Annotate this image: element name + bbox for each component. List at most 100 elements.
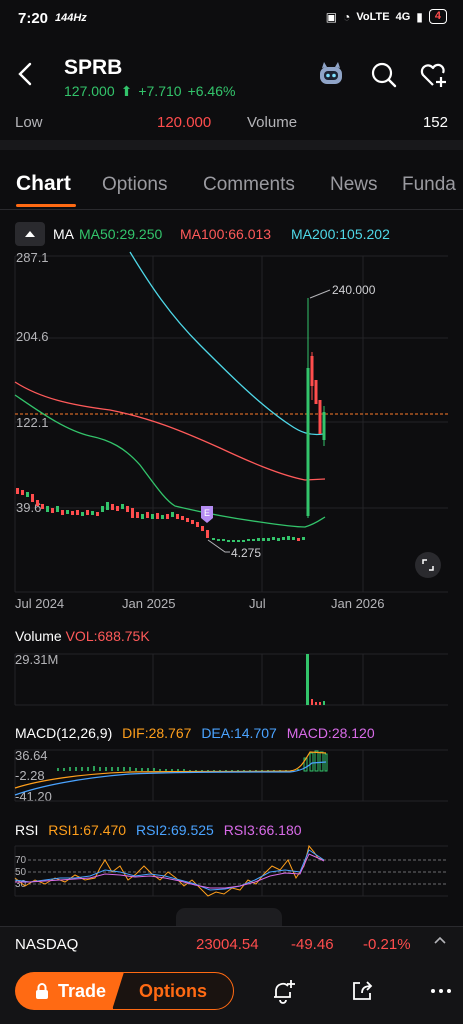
- candle: [181, 516, 184, 520]
- heart-plus-icon[interactable]: [418, 60, 448, 90]
- price-axis-label: 287.1: [16, 250, 49, 265]
- candle: [121, 504, 124, 509]
- volume-label: Volume: [247, 114, 298, 131]
- more-icon[interactable]: [428, 978, 454, 1004]
- candle: [267, 538, 270, 541]
- price-axis-label: 39.6: [16, 500, 41, 515]
- candle: [302, 537, 305, 540]
- candle: [106, 502, 109, 510]
- quote-line: 127.000 ⬆ +7.710 +6.46%: [64, 83, 235, 100]
- rsi3-line: [15, 853, 325, 889]
- candle: [272, 537, 275, 540]
- rsi-level-label: 50: [15, 867, 27, 878]
- tab-options[interactable]: Options: [102, 174, 168, 195]
- tab-comments[interactable]: Comments: [203, 174, 295, 195]
- candle: [212, 538, 215, 540]
- section-divider: [0, 140, 463, 150]
- candle: [31, 494, 34, 502]
- candle: [151, 514, 154, 519]
- macd-dea: DEA:14.707: [201, 725, 277, 741]
- tab-bar: Chart Options Comments News Funda: [0, 162, 463, 210]
- time-axis-label: Jul: [249, 596, 266, 611]
- ticker-symbol: SPRB: [64, 56, 123, 79]
- macd-chart[interactable]: [0, 745, 463, 805]
- caret-up-icon[interactable]: [433, 933, 447, 947]
- tab-fundamentals[interactable]: Funda: [402, 174, 456, 195]
- bottom-action-bar: Trade Options: [0, 962, 463, 1024]
- tab-chart[interactable]: Chart: [16, 172, 71, 195]
- volume-axis-label: 29.31M: [15, 652, 59, 667]
- macd-title: MACD(12,26,9): [15, 725, 113, 741]
- dif-line: [14, 751, 327, 789]
- candle: [16, 488, 19, 494]
- candle: [86, 510, 89, 515]
- candle: [46, 506, 49, 512]
- stats-row: Low 120.000 Volume 152: [0, 104, 463, 140]
- event-marker-text: E: [204, 508, 210, 518]
- rsi-level-label: 30: [15, 879, 27, 890]
- volume-value: 152: [422, 114, 448, 131]
- search-icon[interactable]: [369, 60, 399, 90]
- nfc-icon: ▣: [325, 9, 338, 24]
- fullscreen-icon[interactable]: [415, 552, 441, 578]
- macd-axis-label: -41.20: [15, 789, 52, 804]
- candle: [191, 520, 194, 524]
- high-annotation-leader: [309, 289, 331, 299]
- share-icon[interactable]: [349, 978, 375, 1004]
- event-marker-icon[interactable]: [201, 506, 213, 523]
- time-axis-label: Jan 2026: [331, 596, 385, 611]
- trade-button[interactable]: Trade: [15, 972, 125, 1010]
- tab-news[interactable]: News: [330, 174, 378, 195]
- candle: [232, 540, 235, 542]
- robot-icon[interactable]: [316, 60, 346, 90]
- volume-header[interactable]: Volume VOL:688.75K: [15, 628, 150, 644]
- macd-dif: DIF:28.767: [122, 725, 192, 741]
- candle: [81, 512, 84, 516]
- trade-label: Trade: [57, 980, 107, 1001]
- low-annotation: 4.275: [231, 546, 261, 560]
- options-button[interactable]: Options: [112, 972, 234, 1010]
- ma-collapse-toggle[interactable]: [15, 222, 45, 246]
- candle: [306, 368, 310, 516]
- candle: [21, 490, 24, 495]
- candle: [36, 500, 39, 506]
- candle: [314, 380, 318, 404]
- rsi-chart[interactable]: [0, 842, 463, 902]
- candle: [51, 508, 54, 513]
- candle: [322, 412, 326, 440]
- ma100-value: MA100:66.013: [180, 226, 272, 242]
- candle: [26, 492, 29, 497]
- signal-label: 4G: [395, 10, 411, 23]
- volume-value: VOL:688.75K: [65, 628, 150, 644]
- ma200-line: [129, 251, 324, 436]
- ma-label[interactable]: MA: [53, 226, 74, 242]
- rsi1-value: RSI1:67.470: [48, 822, 127, 838]
- candle: [196, 522, 199, 527]
- candle: [56, 506, 59, 512]
- back-arrow-icon[interactable]: [12, 60, 40, 88]
- candle: [297, 538, 300, 541]
- rsi2-value: RSI2:69.525: [135, 822, 214, 838]
- candle: [247, 539, 250, 541]
- candle: [61, 510, 64, 515]
- rsi3-value: RSI3:66.180: [223, 822, 302, 838]
- macd-header[interactable]: MACD(12,26,9) DIF:28.767 DEA:14.707 MACD…: [15, 725, 375, 741]
- index-ticker-bar[interactable]: NASDAQ 23004.54 -49.46 -0.21%: [0, 926, 463, 962]
- drag-handle[interactable]: [176, 908, 282, 926]
- price-chart[interactable]: 287.1 204.6 122.1 39.6: [0, 248, 463, 593]
- candle: [318, 400, 322, 434]
- candle: [76, 510, 79, 515]
- status-time: 7:20: [18, 10, 49, 27]
- candle: [71, 511, 74, 515]
- rsi-header[interactable]: RSI RSI1:67.470 RSI2:69.525 RSI3:66.180: [15, 822, 302, 838]
- ma-legend: MA MA50:29.250 MA100:66.013 MA200:105.20…: [0, 220, 463, 248]
- bell-plus-icon[interactable]: [270, 978, 296, 1004]
- macd-bar: [314, 750, 319, 772]
- candle: [201, 526, 204, 531]
- volume-chart[interactable]: [0, 648, 463, 708]
- candle: [116, 506, 119, 511]
- status-right: ▣ ◔ VoLTE 4G ▮ 4: [326, 9, 447, 24]
- candle: [126, 506, 129, 512]
- dea-line: [14, 761, 327, 796]
- volume-bar: [315, 702, 317, 705]
